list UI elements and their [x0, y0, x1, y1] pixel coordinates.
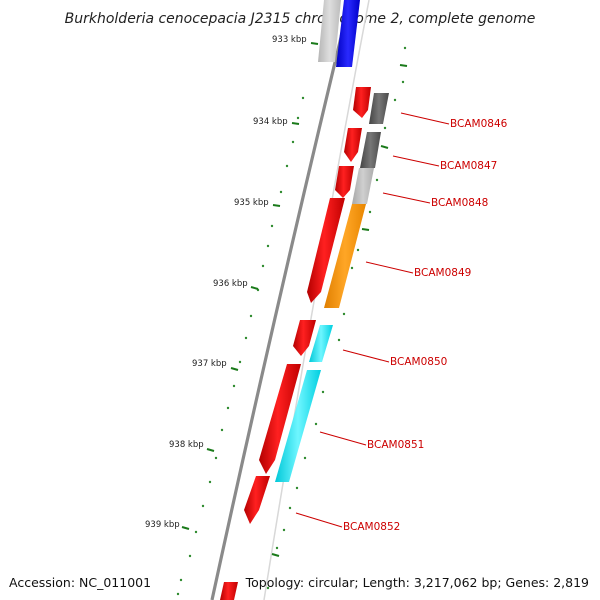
gene-arrow: [344, 128, 362, 162]
gene-label: BCAM0849: [414, 267, 471, 279]
genome-summary-text: Topology: circular; Length: 3,217,062 bp…: [245, 575, 589, 590]
kbp-tick-labels: 933 kbp 934 kbp 935 kbp 936 kbp 937 kbp …: [145, 35, 307, 530]
gene-arrow: [259, 364, 301, 474]
gene-label: BCAM0846: [450, 118, 508, 130]
label-leaders: [295, 112, 450, 528]
feature-cyan: [309, 325, 333, 362]
gene-label: BCAM0851: [367, 439, 424, 451]
gene-arrow: [335, 166, 354, 198]
map-title: Burkholderia cenocepacia J2315 chromosom…: [65, 11, 536, 27]
outer-guide-line: [263, 0, 370, 600]
gene-arrow: [353, 87, 371, 118]
feature-dark-gray: [360, 132, 381, 168]
gene-label: BCAM0852: [343, 521, 400, 533]
gene-label: BCAM0850: [390, 356, 447, 368]
category-features: [275, 93, 389, 482]
gene-arrow: [244, 476, 270, 524]
gene-label: BCAM0847: [440, 160, 497, 172]
feature-mid-gray: [352, 168, 374, 204]
gene-arrow: [293, 320, 316, 356]
tick-label: 939 kbp: [145, 520, 180, 530]
tick-label: 938 kbp: [169, 440, 204, 450]
genome-backbone: [210, 0, 352, 600]
tick-label: 936 kbp: [213, 279, 248, 289]
gene-arrow: [220, 582, 238, 600]
tick-label: 934 kbp: [253, 117, 288, 127]
feature-cyan: [275, 370, 321, 482]
gene-labels: BCAM0846 BCAM0847 BCAM0848 BCAM0849 BCAM…: [343, 118, 508, 533]
gene-arrow: [307, 198, 345, 303]
feature-light-gray: [318, 0, 341, 62]
gene-label: BCAM0848: [431, 197, 488, 209]
forward-genes: [220, 87, 371, 600]
tick-label: 933 kbp: [272, 35, 307, 45]
accession-text: Accession: NC_011001: [9, 575, 151, 590]
feature-orange: [324, 204, 366, 308]
inner-dotted-track: [176, 96, 305, 596]
outer-dotted-track: [266, 46, 407, 590]
feature-blue: [336, 0, 360, 67]
tick-label: 937 kbp: [192, 359, 227, 369]
tick-dashes: [181, 42, 408, 557]
feature-dark-gray: [369, 93, 389, 124]
tick-label: 935 kbp: [234, 198, 269, 208]
